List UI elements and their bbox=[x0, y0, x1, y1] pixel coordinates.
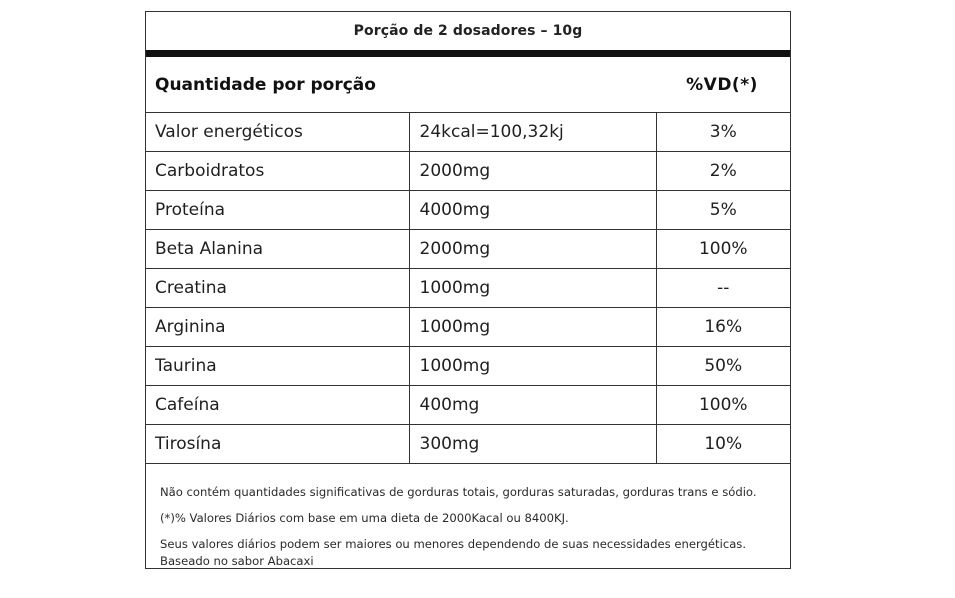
nutrient-amount: 4000mg bbox=[409, 190, 657, 231]
daily-value-heading: %VD(*) bbox=[686, 74, 758, 95]
serving-size: Porção de 2 dosadores – 10g bbox=[353, 23, 583, 39]
nutrient-amount: 1000mg bbox=[409, 346, 657, 386]
nutrient-name: Beta Alanina bbox=[146, 229, 410, 270]
thick-divider bbox=[146, 50, 790, 57]
nutrient-amount: 400mg bbox=[409, 385, 657, 425]
footnote-insignificant-amounts: Não contém quantidades significativas de… bbox=[160, 484, 757, 499]
nutrient-daily-value: 50% bbox=[656, 346, 790, 386]
table-header: Quantidade por porção %VD(*) bbox=[146, 57, 790, 113]
nutrient-name: Arginina bbox=[146, 307, 410, 347]
table-row: Carboidratos 2000mg 2% bbox=[146, 151, 790, 192]
nutrient-name: Tirosína bbox=[146, 424, 410, 464]
footnote-daily-values: (*)% Valores Diários com base em uma die… bbox=[160, 510, 569, 525]
nutrient-amount: 1000mg bbox=[409, 307, 657, 347]
table-row: Beta Alanina 2000mg 100% bbox=[146, 229, 790, 270]
nutrient-daily-value: 16% bbox=[656, 307, 790, 347]
table-row: Valor energéticos 24kcal=100,32kj 3% bbox=[146, 113, 790, 153]
nutrient-daily-value: -- bbox=[656, 268, 790, 308]
footnote-energy-needs-text: Seus valores diários podem ser maiores o… bbox=[160, 536, 747, 551]
nutrition-table: Valor energéticos 24kcal=100,32kj 3% Car… bbox=[146, 113, 790, 464]
nutrient-name: Cafeína bbox=[146, 385, 410, 425]
table-row: Taurina 1000mg 50% bbox=[146, 346, 790, 386]
table-row: Tirosína 300mg 10% bbox=[146, 424, 790, 464]
amount-per-serving-heading: Quantidade por porção bbox=[155, 74, 376, 95]
nutrient-amount: 300mg bbox=[409, 424, 657, 464]
nutrient-name: Carboidratos bbox=[146, 151, 410, 192]
nutrient-name: Proteína bbox=[146, 190, 410, 231]
nutrient-name: Valor energéticos bbox=[146, 113, 410, 153]
nutrient-daily-value: 2% bbox=[656, 151, 790, 192]
table-row: Creatina 1000mg -- bbox=[146, 268, 790, 308]
table-row: Cafeína 400mg 100% bbox=[146, 385, 790, 425]
nutrition-facts-panel: Porção de 2 dosadores – 10g Quantidade p… bbox=[145, 11, 791, 569]
nutrient-daily-value: 5% bbox=[656, 190, 790, 231]
nutrient-amount: 2000mg bbox=[409, 151, 657, 192]
nutrient-name: Creatina bbox=[146, 268, 410, 308]
nutrient-daily-value: 10% bbox=[656, 424, 790, 464]
footnote-energy-needs: Seus valores diários podem ser maiores o… bbox=[160, 536, 776, 570]
table-row: Arginina 1000mg 16% bbox=[146, 307, 790, 347]
nutrient-daily-value: 100% bbox=[656, 385, 790, 425]
nutrient-daily-value: 3% bbox=[656, 113, 790, 153]
footnotes: Não contém quantidades significativas de… bbox=[146, 464, 790, 570]
nutrient-amount: 1000mg bbox=[409, 268, 657, 308]
footnote-flavor: Baseado no sabor Abacaxi bbox=[160, 553, 314, 568]
table-row: Proteína 4000mg 5% bbox=[146, 190, 790, 231]
nutrient-name: Taurina bbox=[146, 346, 410, 386]
nutrient-amount: 24kcal=100,32kj bbox=[409, 113, 657, 153]
nutrient-amount: 2000mg bbox=[409, 229, 657, 270]
nutrient-daily-value: 100% bbox=[656, 229, 790, 270]
